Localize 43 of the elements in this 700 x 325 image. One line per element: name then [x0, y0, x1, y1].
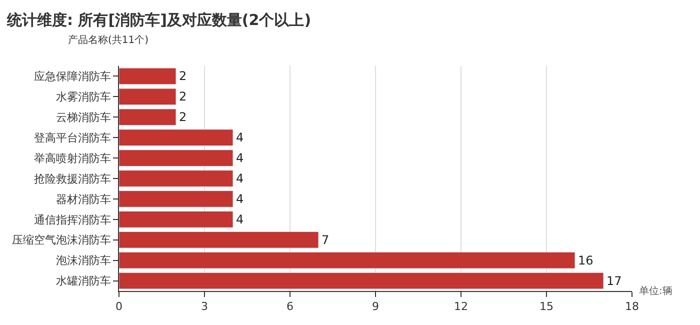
y-axis-title: 产品名称(共11个) [68, 34, 149, 46]
bar [119, 108, 176, 126]
bar [119, 252, 576, 269]
y-tick-label: 器材消防车 [56, 192, 111, 206]
y-tick-label: 压缩空气泡沫消防车 [12, 234, 111, 247]
data-label: 4 [236, 212, 244, 226]
x-tick-label: 0 [116, 300, 122, 314]
data-label: 2 [179, 69, 187, 84]
bar [119, 150, 234, 166]
data-label: 2 [179, 110, 187, 124]
data-label: 7 [322, 232, 330, 247]
x-tick-label: 9 [372, 300, 379, 314]
bar [119, 88, 176, 106]
y-tick-label: 云梯消防车 [56, 110, 111, 124]
bar [119, 190, 234, 208]
data-label: 4 [236, 130, 244, 145]
x-tick-label: 12 [454, 300, 468, 314]
x-axis-title: 单位:辆 [639, 285, 672, 297]
bar [119, 272, 604, 290]
y-tick-label: 水罐消防车 [56, 274, 111, 288]
data-label: 4 [236, 172, 244, 186]
x-tick-label: 18 [625, 300, 639, 314]
y-tick-label: 登高平台消防车 [34, 131, 111, 144]
y-tick-label: 举高喷射消防车 [34, 152, 111, 165]
y-tick-label: 应急保障消防车 [34, 70, 111, 84]
x-tick-label: 15 [540, 300, 554, 314]
bar [119, 129, 234, 146]
data-label: 17 [606, 274, 622, 288]
bar [119, 68, 176, 85]
bar [119, 210, 234, 228]
data-label: 2 [179, 90, 187, 104]
data-label: 16 [578, 253, 594, 268]
y-tick-label: 泡沫消防车 [56, 254, 111, 268]
chart-title: 统计维度: 所有[消防车]及对应数量(2个以上) [6, 11, 312, 30]
data-label: 4 [236, 151, 244, 166]
bar [119, 170, 234, 187]
y-tick-label: 通信指挥消防车 [34, 213, 111, 226]
x-tick-label: 3 [201, 300, 208, 314]
data-label: 4 [236, 192, 244, 206]
x-tick-label: 6 [286, 300, 294, 314]
y-tick-label: 抢险救援消防车 [34, 172, 111, 186]
y-tick-label: 水雾消防车 [56, 90, 111, 104]
bar [119, 231, 319, 248]
